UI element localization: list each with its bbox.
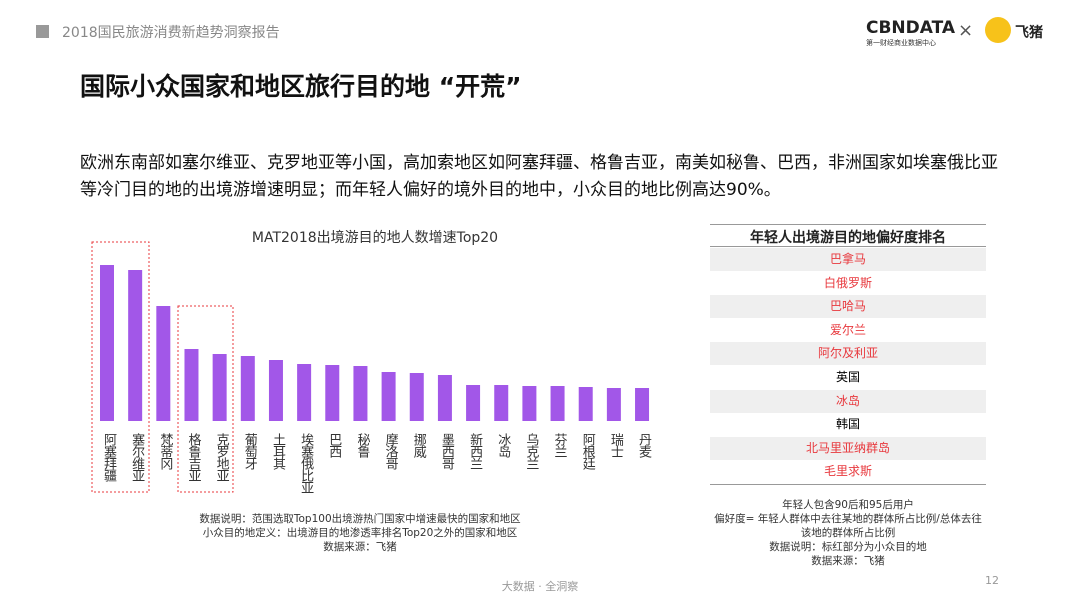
ranking-notes: 年轻人包含90后和95后用户偏好度= 年轻人群体中去往某地的群体所占比例/总体去… [712, 498, 984, 568]
ranking-row: 白俄罗斯 [710, 271, 986, 295]
bar [128, 270, 143, 421]
page-number: 12 [985, 574, 999, 587]
tagline: 大数据 · 全洞察 [501, 580, 579, 593]
bar [437, 375, 452, 421]
bar [156, 306, 171, 421]
bar [578, 387, 593, 421]
x-tick-label: 阿塞拜疆 [101, 433, 116, 481]
partner-icon [985, 17, 1011, 43]
bar [212, 354, 227, 421]
x-tick-label: 冰岛 [495, 433, 511, 457]
bar [325, 365, 340, 421]
header-square [36, 25, 49, 38]
logo-sub: 第一财经商业数据中心 [866, 39, 936, 47]
chart: MAT2018出境游目的地人数增速Top20 [91, 230, 650, 493]
x-tick-label: 塞尔维亚 [129, 433, 145, 481]
ranking-row: 爱尔兰 [710, 318, 986, 342]
ranking-row: 巴哈马 [710, 295, 986, 319]
logo: CBNDATA [866, 18, 956, 38]
x-tick-label: 乌克兰 [523, 433, 539, 469]
chart-notes: 数据说明：范围选取Top100出境游热门国家中增速最快的国家和地区 小众目的地定义… [150, 512, 570, 554]
bar [494, 385, 509, 421]
partner: 飞猪 [1015, 25, 1043, 41]
ranking-row: 北马里亚纳群岛 [710, 436, 986, 460]
x-tick-label: 新西兰 [467, 433, 483, 469]
bar [297, 364, 312, 421]
bar [635, 388, 650, 421]
ranking-row: 阿尔及利亚 [710, 342, 986, 366]
note: 数据来源：飞猪 [323, 541, 397, 553]
bar [550, 386, 565, 421]
ranking-row: 巴拿马 [710, 248, 986, 271]
note: 数据说明：标红部分为小众目的地 [769, 541, 927, 553]
description: 欧洲东南部如塞尔维亚、克罗地亚等小国，高加索地区如阿塞拜疆、格鲁吉亚，南美如秘鲁… [80, 153, 998, 200]
note: 数据来源：飞猪 [811, 555, 885, 567]
ranking-row: 毛里求斯 [710, 460, 986, 484]
note: 小众目的地定义：出境游目的地渗透率排名Top20之外的国家和地区 [202, 527, 518, 539]
x-tick-label: 摩洛哥 [382, 433, 398, 469]
x-tick-label: 阿根廷 [579, 433, 595, 469]
note: 年轻人包含90后和95后用户 [782, 499, 914, 511]
x-tick-label: 巴西 [326, 433, 342, 457]
report-name: 2018国民旅游消费新趋势洞察报告 [62, 25, 280, 41]
note: 偏好度= 年轻人群体中去往某地的群体所占比例/总体去往该地的群体所占比例 [714, 513, 982, 539]
highlight-box [177, 305, 234, 493]
x-tick-label: 埃塞俄比亚 [298, 433, 314, 493]
x-tick-label: 梵蒂冈 [157, 433, 173, 469]
x-tick-label: 墨西哥 [438, 433, 454, 469]
bar [409, 373, 424, 421]
x-tick-label: 芬兰 [551, 433, 567, 457]
bar [466, 385, 481, 421]
bar [381, 372, 396, 421]
note: 数据说明：范围选取Top100出境游热门国家中增速最快的国家和地区 [199, 513, 521, 525]
highlight-box [91, 241, 150, 493]
ranking-row: 韩国 [710, 413, 986, 437]
x-tick-label: 格鲁吉亚 [185, 433, 201, 481]
x-tick-label: 瑞士 [607, 433, 623, 457]
bar [353, 366, 368, 421]
ranking-row: 英国 [710, 366, 986, 389]
bar [268, 360, 283, 421]
bar [184, 349, 199, 421]
bar [100, 265, 114, 421]
bar [522, 386, 537, 421]
x-tick-label: 土耳其 [269, 433, 285, 469]
bar [606, 388, 621, 421]
bar [240, 356, 255, 421]
times: × [958, 20, 974, 41]
x-tick-label: 挪威 [410, 433, 426, 457]
x-tick-label: 秘鲁 [354, 433, 370, 457]
x-tick-label: 克罗地亚 [213, 433, 229, 481]
x-tick-label: 丹麦 [636, 433, 652, 457]
title: 国际小众国家和地区旅行目的地 “开荒” [80, 72, 522, 101]
chart-title: MAT2018出境游目的地人数增速Top20 [252, 230, 498, 246]
ranking-title: 年轻人出境游目的地偏好度排名 [750, 230, 946, 246]
ranking-row: 冰岛 [710, 389, 986, 413]
x-tick-label: 葡萄牙 [241, 433, 257, 469]
